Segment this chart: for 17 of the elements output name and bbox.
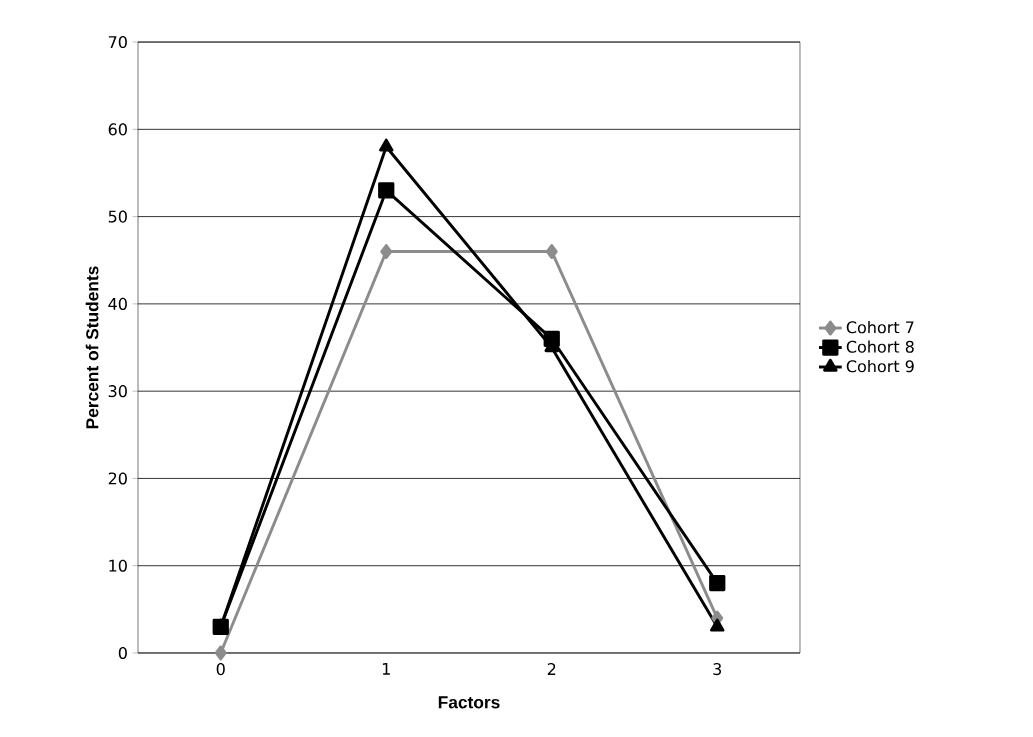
- legend-label: Cohort 8: [846, 340, 914, 353]
- y-axis-title: Percent of Students: [85, 266, 99, 429]
- x-tick-label: 3: [713, 663, 722, 676]
- y-tick-label: 70: [108, 36, 127, 49]
- y-tick-label: 60: [108, 123, 127, 136]
- y-tick-label: 40: [108, 297, 127, 310]
- y-tick-label: 10: [109, 559, 127, 572]
- x-tick-label: 2: [547, 663, 556, 675]
- y-tick-label: 0: [118, 646, 127, 660]
- y-tick-label: 20: [108, 472, 127, 485]
- x-axis-title: Factors: [438, 696, 500, 709]
- x-tick-label: 0: [216, 663, 225, 676]
- legend-label: Cohort 9: [846, 359, 914, 373]
- legend-label: Cohort 7: [846, 320, 914, 334]
- x-tick-label: 1: [382, 663, 390, 675]
- y-tick-label: 50: [108, 210, 127, 223]
- y-tick-label: 30: [108, 385, 127, 398]
